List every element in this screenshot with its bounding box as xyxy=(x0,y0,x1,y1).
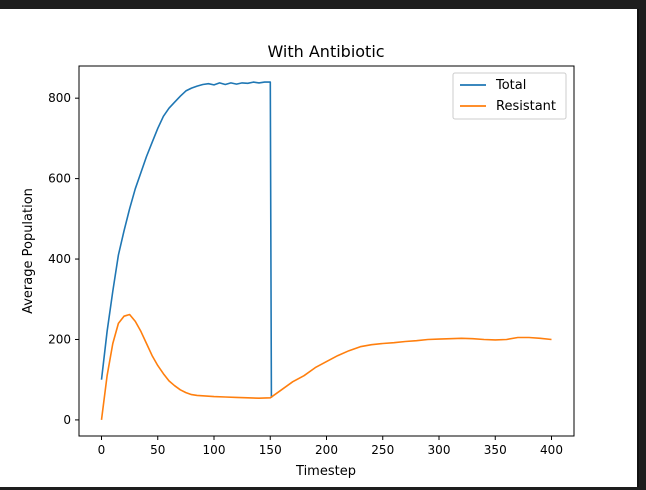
x-tick-label: 250 xyxy=(371,443,394,457)
x-tick-label: 50 xyxy=(150,443,165,457)
y-tick-label: 800 xyxy=(48,91,71,105)
y-axis: 0 200 400 600 800 xyxy=(48,91,79,427)
x-tick-label: 150 xyxy=(259,443,282,457)
series-layer xyxy=(100,81,552,421)
x-tick-label: 100 xyxy=(203,443,226,457)
series-line-resistant xyxy=(100,313,552,421)
y-tick-label: 200 xyxy=(48,332,71,346)
plot-area xyxy=(78,65,575,437)
y-tick-label: 400 xyxy=(48,252,71,266)
x-tick-label: 300 xyxy=(428,443,451,457)
y-tick-label: 0 xyxy=(63,413,71,427)
y-axis-label: Average Population xyxy=(21,188,36,314)
x-axis: 0 50 100 150 200 250 300 350 400 xyxy=(98,436,563,457)
legend: Total Resistant xyxy=(452,72,567,120)
chart-title: With Antibiotic xyxy=(267,42,384,61)
x-tick-label: 350 xyxy=(484,443,507,457)
x-tick-label: 0 xyxy=(98,443,106,457)
x-tick-label: 200 xyxy=(315,443,338,457)
y-tick-label: 600 xyxy=(48,172,71,186)
series-line-total xyxy=(100,81,273,398)
x-tick-label: 400 xyxy=(540,443,563,457)
x-axis-label: Timestep xyxy=(295,464,356,479)
legend-label: Resistant xyxy=(496,99,556,114)
legend-label: Total xyxy=(495,78,526,93)
window-edge xyxy=(637,9,639,487)
